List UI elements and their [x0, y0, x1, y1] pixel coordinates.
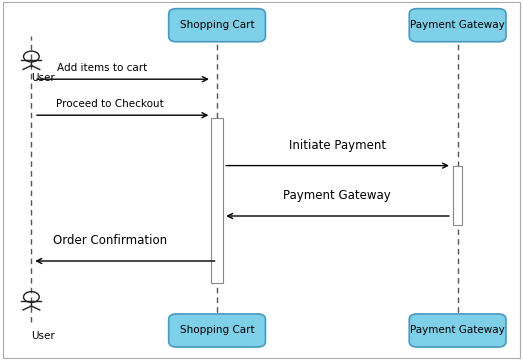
- Text: Payment Gateway: Payment Gateway: [283, 189, 391, 202]
- FancyBboxPatch shape: [409, 9, 506, 42]
- Text: User: User: [31, 73, 55, 83]
- FancyBboxPatch shape: [409, 314, 506, 347]
- Bar: [453, 166, 462, 225]
- Text: Proceed to Checkout: Proceed to Checkout: [56, 99, 164, 109]
- Text: Payment Gateway: Payment Gateway: [410, 20, 505, 30]
- Text: Initiate Payment: Initiate Payment: [289, 139, 386, 152]
- Text: Shopping Cart: Shopping Cart: [180, 325, 254, 336]
- FancyBboxPatch shape: [168, 314, 265, 347]
- Text: Order Confirmation: Order Confirmation: [53, 234, 167, 247]
- Text: User: User: [31, 331, 55, 341]
- Bar: [211, 118, 223, 283]
- Text: Payment Gateway: Payment Gateway: [410, 325, 505, 336]
- Text: Shopping Cart: Shopping Cart: [180, 20, 254, 30]
- FancyBboxPatch shape: [168, 9, 265, 42]
- Text: Add items to cart: Add items to cart: [57, 63, 147, 73]
